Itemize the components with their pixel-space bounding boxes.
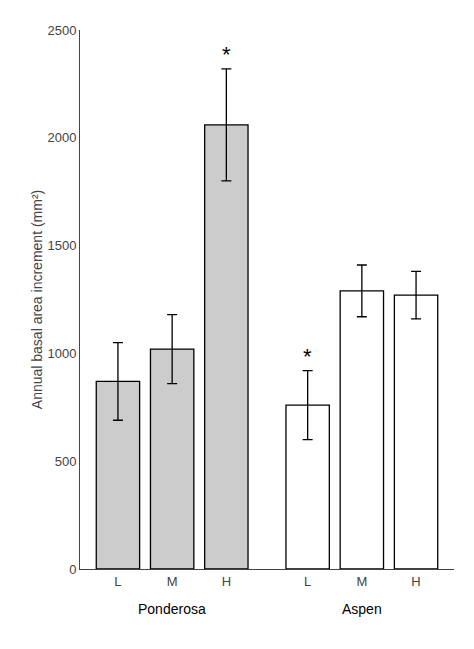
svg-text:H: H <box>411 574 420 589</box>
svg-text:*: * <box>303 344 312 369</box>
svg-text:H: H <box>222 574 231 589</box>
svg-text:Annual basal area increment (m: Annual basal area increment (mm²) <box>29 190 45 409</box>
svg-text:*: * <box>222 42 231 67</box>
svg-text:Aspen: Aspen <box>342 601 382 617</box>
svg-text:Ponderosa: Ponderosa <box>138 601 206 617</box>
svg-text:500: 500 <box>55 454 77 469</box>
svg-text:L: L <box>304 574 311 589</box>
svg-text:M: M <box>167 574 178 589</box>
svg-text:1000: 1000 <box>47 346 76 361</box>
svg-text:1500: 1500 <box>47 238 76 253</box>
svg-text:M: M <box>356 574 367 589</box>
svg-text:L: L <box>114 574 121 589</box>
svg-text:2000: 2000 <box>47 130 76 145</box>
svg-text:0: 0 <box>69 562 76 577</box>
svg-text:2500: 2500 <box>47 23 76 38</box>
